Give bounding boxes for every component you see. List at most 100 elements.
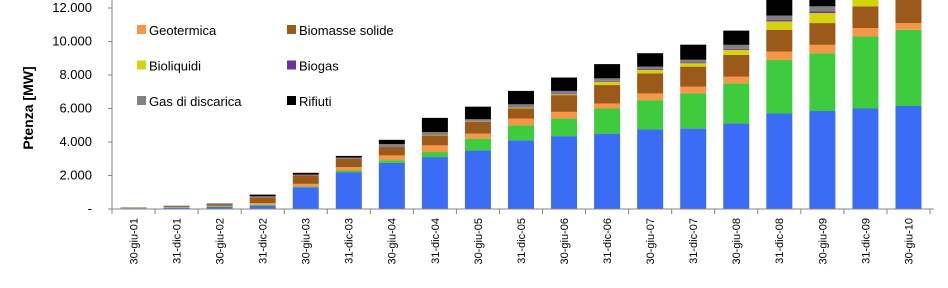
bar-segment (852, 108, 879, 209)
x-tick-label: 30-giu-10 (903, 218, 915, 264)
x-tick-label: 31-dic-05 (516, 218, 528, 264)
bar-segment (680, 93, 707, 129)
bar-segment (680, 62, 707, 64)
y-tick-label: 2.000 (59, 168, 92, 183)
bar-segment (163, 206, 190, 207)
x-tick-label: 30-giu-08 (731, 218, 743, 264)
bar-segment (637, 53, 664, 67)
bar-segment (206, 203, 233, 205)
x-tick-label: 30-giu-01 (128, 218, 140, 264)
bar-segment (723, 49, 750, 55)
bar-segment (421, 135, 448, 146)
bar-segment (421, 152, 448, 158)
x-tick-label: 31-dic-07 (688, 218, 700, 264)
bar-segment (809, 23, 836, 45)
bar-segment (378, 139, 405, 145)
bar-segment (508, 107, 534, 109)
bar-segment (464, 121, 491, 122)
bar-segment (809, 11, 836, 14)
bar-segment (723, 54, 750, 77)
bar-segment (723, 48, 750, 50)
bar-segment (335, 167, 362, 171)
y-tick-label: 6.000 (59, 101, 92, 116)
legend-label: Biogas (299, 59, 339, 74)
bar-segment (206, 206, 233, 209)
bar-segment (292, 172, 319, 175)
bar-segment (594, 81, 621, 86)
bar-segment (766, 113, 793, 209)
bar-segment (421, 132, 448, 135)
bar-segment (594, 108, 621, 134)
bar-segment (723, 83, 750, 124)
bar-segment (378, 155, 405, 161)
bar-segment (594, 80, 621, 82)
bar-segment (206, 206, 233, 207)
bar-segment (723, 30, 750, 45)
bar-segment (809, 44, 836, 54)
bar-segment (766, 51, 793, 60)
bar-segment (680, 66, 707, 87)
bar-segment (249, 196, 276, 198)
bar-segment (637, 93, 664, 101)
bar-segment (551, 95, 578, 112)
bar-segment (637, 69, 664, 70)
bar-segment (637, 69, 664, 74)
x-tick-label: 31-dic-06 (602, 218, 614, 264)
bar-segment (335, 170, 362, 173)
legend-swatch (287, 60, 296, 70)
bar-segment (637, 66, 664, 70)
x-tick-label: 30-giu-02 (215, 218, 227, 264)
bar-segment (335, 172, 362, 209)
bar-segment (723, 123, 750, 209)
bar-segment (852, 28, 879, 37)
x-tick-label: 31-dic-03 (344, 218, 356, 264)
x-tick-label: 30-giu-03 (301, 218, 313, 264)
bar-segment (809, 53, 836, 112)
y-tick-label: - (88, 201, 92, 216)
bar-segment (464, 133, 491, 139)
bars (120, 0, 922, 209)
bar-segment (594, 64, 621, 79)
legend-label: Biomasse solide (299, 23, 394, 38)
bar-segment (206, 204, 233, 206)
bar-segment (551, 94, 578, 96)
bar-segment (249, 205, 276, 209)
bar-segment (766, 21, 793, 30)
bar-segment (421, 145, 448, 153)
bar-segment (378, 160, 405, 163)
bar-segment (680, 63, 707, 67)
x-tick-label: 31-dic-01 (171, 218, 183, 264)
bar-segment (378, 147, 405, 156)
bar-segment (464, 119, 491, 121)
bar-segment (464, 120, 491, 122)
x-tick-label: 30-giu-06 (559, 218, 571, 264)
bar-segment (378, 162, 405, 209)
bar-segment (594, 78, 621, 81)
legend-swatch (287, 96, 296, 105)
legend-label: Gas di discarica (149, 94, 242, 109)
bar-segment (637, 73, 664, 94)
bar-segment (292, 175, 319, 184)
bar-segment (378, 144, 405, 147)
x-tick-label: 30-giu-05 (473, 218, 485, 264)
bar-segment (508, 118, 534, 126)
bar-segment (723, 44, 750, 49)
bar-segment (508, 140, 534, 209)
bar-segment (766, 15, 793, 21)
legend-label: Bioliquidi (149, 59, 201, 74)
bar-segment (421, 157, 448, 209)
y-tick-label: 10.000 (52, 34, 92, 49)
bar-segment (464, 106, 491, 120)
legend-swatch (137, 96, 146, 105)
legend-label: Geotermica (149, 23, 217, 38)
y-tick-label: 4.000 (59, 134, 92, 149)
y-tick-label: 8.000 (59, 67, 92, 82)
bar-segment (335, 155, 362, 158)
y-tick-label: 12.000 (52, 0, 92, 15)
x-tick-label: 31-dic-08 (774, 218, 786, 264)
bar-segment (551, 77, 578, 91)
bar-segment (594, 133, 621, 209)
bar-segment (249, 203, 276, 205)
legend-swatch (287, 25, 296, 34)
